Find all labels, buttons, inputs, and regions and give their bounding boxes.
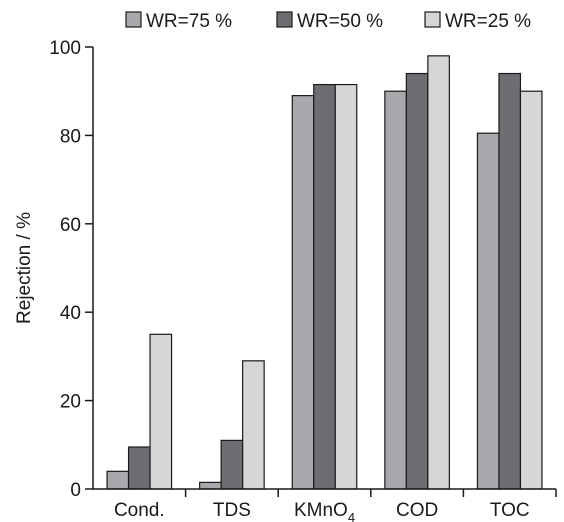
legend-label: WR=50 % [297,11,383,32]
bar-3-5 [519,90,543,490]
x-categories-group: Cond. TDS KMnO4 COD TOC [114,489,557,522]
axes-group [92,47,556,490]
bar-2-2 [220,439,244,490]
x-category-label: TDS [213,500,251,521]
y-tick-label: 40 [60,303,81,324]
x-category-label-text: COD [396,500,438,521]
legend-label: WR=75 % [146,11,232,32]
y-tick-label: 0 [70,480,81,501]
bar-1-2 [199,481,222,490]
bar-2-3 [313,83,336,490]
x-category-label: TOC [490,500,530,521]
x-category-label: KMnO4 [294,500,355,522]
bar-2-4 [405,72,429,490]
x-category-label-text: KMnO [294,500,348,521]
legend-label: WR=25 % [445,11,531,32]
y-tick-label: 20 [60,392,81,413]
y-tick-label: 60 [60,215,81,236]
x-category-subscript: 4 [348,510,355,522]
legend-swatch [276,11,293,28]
x-category-label: COD [396,500,438,521]
bar-3-1 [149,333,173,490]
bar-2-5 [498,72,522,490]
x-category-label-text: Cond. [114,500,165,521]
legend-swatch [424,11,441,28]
x-category-label-text: TDS [213,500,251,521]
bar-3-3 [334,83,358,490]
x-category-label: Cond. [114,500,165,521]
y-tick-label: 100 [49,38,81,59]
legend-swatch [125,11,142,28]
bar-3-4 [427,55,450,490]
y-tick-label: 80 [60,126,81,147]
bar-1-5 [476,132,500,490]
bars-group [106,55,543,490]
x-category-label-text: TOC [490,500,530,521]
bar-1-1 [106,470,130,490]
bar-1-4 [384,90,407,490]
legend: WR=75 % WR=50 % WR=25 % [125,11,531,32]
y-axis-title: Rejection / % [14,212,35,324]
bar-1-3 [291,95,315,490]
y-ticks-group: 0 20 40 60 80 100 [49,38,93,501]
bar-2-1 [127,446,151,490]
bar-3-2 [242,360,265,490]
